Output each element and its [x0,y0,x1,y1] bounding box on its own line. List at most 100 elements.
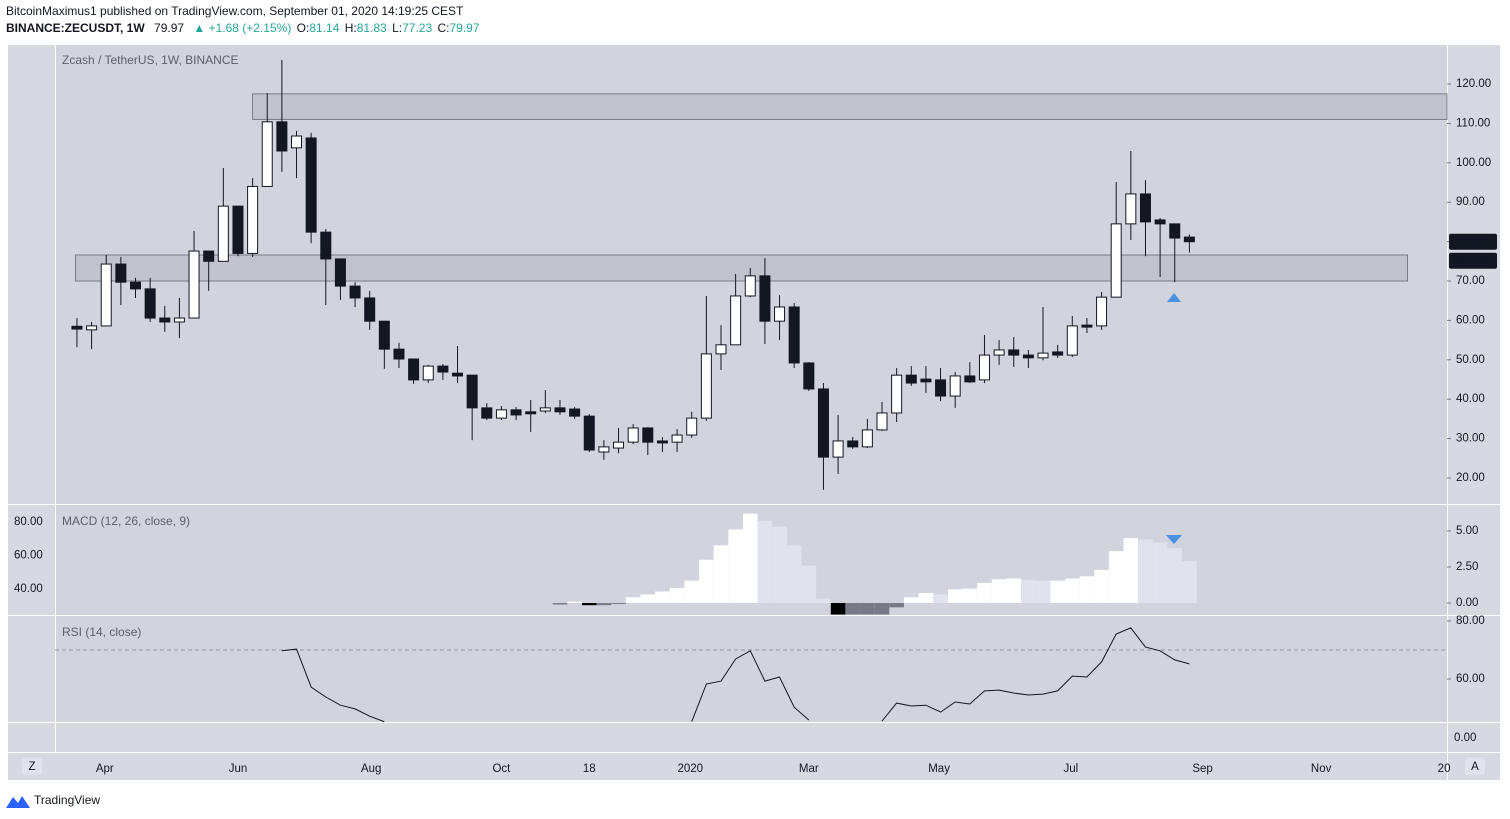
candle-body [613,441,625,449]
macd-bar [801,565,817,604]
macd-bar [1138,539,1153,604]
macd-bar [1021,579,1036,604]
candle-body [1183,236,1195,243]
chart-frame [8,45,1500,780]
candle-body [803,362,815,390]
x-tick-label: Oct [492,763,511,775]
macd-bar [1006,578,1022,604]
macd-bar [625,597,641,604]
macd-bar [1064,578,1080,604]
candle-body [700,353,712,419]
candle-body [188,250,200,319]
candle-body [71,325,83,330]
candle-body [291,135,303,149]
candle-body [130,281,142,290]
left-axis-strip [8,45,55,752]
candle-body [949,375,961,397]
zone [74,254,1408,282]
last-price-label: 79.97 [1455,236,1484,248]
candle-body [247,185,259,254]
candle-body [686,417,698,436]
macd-bar [816,598,831,604]
macd-bar [684,580,700,604]
x-tick-label: Sep [1192,763,1212,775]
candle-body [261,121,273,187]
y-tick-label: 90.00 [1456,196,1485,208]
x-tick-label: Jun [229,763,248,775]
candle-body [1052,351,1064,356]
x-tick-label: Apr [96,763,114,775]
symbol-line: BINANCE:ZECUSDT, 1W 79.97 ▲ +1.68 (+2.15… [6,21,480,35]
macd-bar [1094,569,1109,604]
candle-body [525,411,537,415]
macd-bar [977,582,992,604]
macd-bar [991,579,1007,604]
candle-body [569,408,581,417]
y-tick-label: 2.50 [1456,561,1478,573]
candle-body [978,354,990,381]
y-tick-label: 5.00 [1456,525,1478,537]
y-tick-label: 20.00 [1456,472,1485,484]
candle-body [1037,352,1049,359]
candle-body [1081,324,1093,328]
macd-bar [581,603,597,606]
candle-body [1154,219,1166,225]
y2-tick-label: 80.00 [14,516,43,528]
candle-body [964,375,976,383]
macd-bar [1108,551,1124,604]
ohlc-value: 81.14 [309,21,339,35]
ohlc-label: C: [437,21,449,35]
candle-body [422,365,434,381]
candle-body [159,317,171,323]
x-tick-label: Aug [361,763,381,775]
candle-body [847,440,859,448]
candle-body [671,434,683,443]
candle-body [1125,193,1137,225]
candle-body [861,429,873,448]
candle-body [378,320,390,350]
candle-body [1169,223,1181,239]
candle-body [86,325,98,331]
candle-body [305,137,317,233]
candle-body [100,263,112,327]
candle-body [364,297,376,322]
ohlc-label: L: [392,21,402,35]
auto-button[interactable] [1465,758,1485,775]
y-tick-label: 30.00 [1456,433,1485,445]
macd-bar [1079,576,1095,604]
candle-body [935,379,947,397]
macd-bar [1152,542,1168,604]
candle-body [115,263,127,283]
macd-bar [918,592,934,604]
candle-body [539,407,551,412]
candle-body [393,348,405,360]
y-tick-label: 100.00 [1456,157,1491,169]
scale-button[interactable] [22,758,42,775]
auto-button-label[interactable]: A [1471,761,1479,773]
macd-bar [1035,580,1051,604]
publish-line: BitcoinMaximus1 published on TradingView… [6,4,464,18]
change: ▲ +1.68 (+2.15%) [193,21,291,35]
candle-body [437,365,449,373]
macd-bar [1050,580,1065,604]
candle-body [891,374,903,414]
macd-bar [596,603,612,606]
ohlc-value: 81.83 [357,21,387,35]
y-tick-label: 60.00 [1456,314,1485,326]
candle-body [510,409,522,416]
candle-body [1066,325,1078,356]
extra-pane [8,723,1447,752]
scale-button-label[interactable]: Z [28,761,35,773]
rsi-line [281,627,1190,723]
macd-bar [552,603,568,605]
candle-body [481,407,493,419]
macd-bar [903,597,919,604]
x-tick-label: May [928,763,950,775]
candle-body [217,205,229,262]
extra-pane-tick: 0.00 [1454,732,1476,744]
macd-bar [757,520,773,604]
x-tick-label: 20 [1438,763,1451,775]
candle-body [554,407,566,413]
